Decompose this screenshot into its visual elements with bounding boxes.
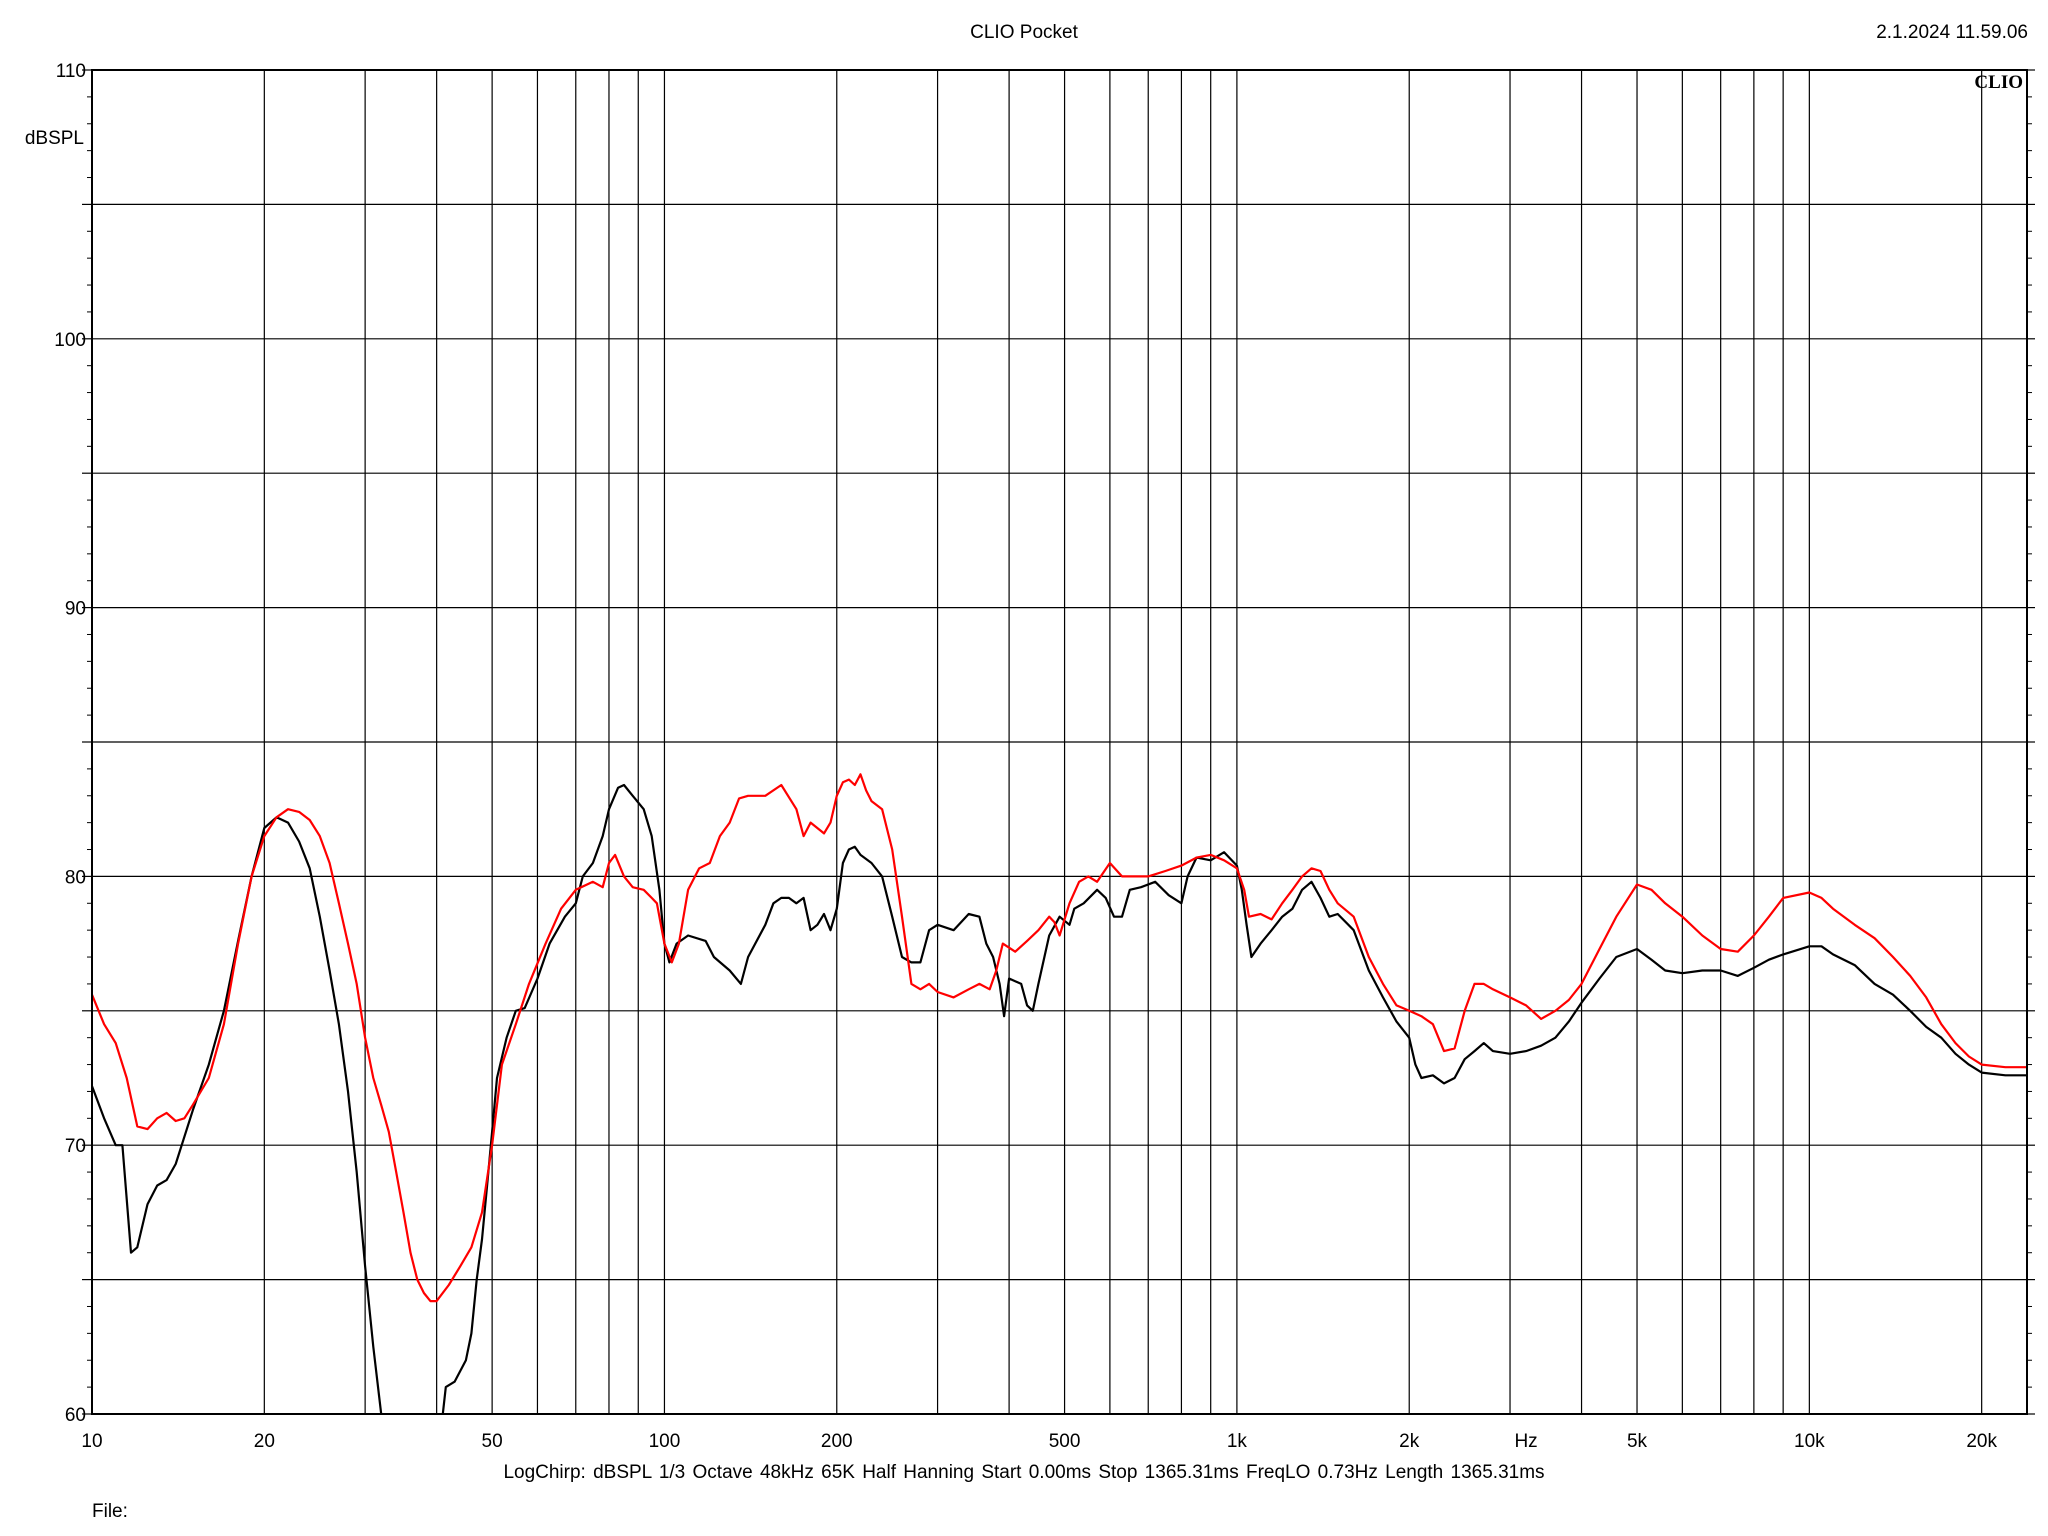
x-tick-label: 50 (482, 1431, 503, 1452)
measurement-timestamp: 2.1.2024 11.59.06 (1876, 22, 2028, 43)
y-tick-label: 100 (54, 330, 86, 351)
y-tick-label: 110 (56, 61, 86, 82)
clio-logo: CLIO (1974, 72, 2023, 93)
y-axis-label: dBSPL (25, 128, 84, 149)
x-tick-label: 10 (81, 1431, 102, 1452)
series-line-1 (90, 783, 2027, 1415)
measurement-settings: LogChirp: dBSPL 1/3 Octave 48kHz 65K Hal… (503, 1462, 1545, 1483)
x-axis-tick-labels: 10 20 50 100 200 500 1k 2k 5k 10k 20k (81, 1431, 1997, 1452)
series-line-2 (90, 773, 2027, 1303)
y-axis-tick-labels: 60 70 80 90 100 110 (54, 61, 86, 1426)
x-tick-label: 20 (254, 1431, 275, 1452)
series-lines (90, 773, 2027, 1415)
file-label: File: (92, 1501, 128, 1522)
y-tick-label: 70 (65, 1136, 86, 1157)
x-tick-label: 200 (821, 1431, 853, 1452)
y-tick-label: 60 (65, 1405, 86, 1426)
x-tick-label: 10k (1794, 1431, 1825, 1452)
x-tick-label: 500 (1049, 1431, 1081, 1452)
y-tick-label: 80 (65, 867, 86, 888)
plot-frame (91, 69, 2028, 1415)
y-tick-label: 90 (65, 599, 86, 620)
x-axis-unit-label: Hz (1514, 1431, 1537, 1452)
x-tick-label: 2k (1399, 1431, 1420, 1452)
x-tick-label: 1k (1227, 1431, 1248, 1452)
chart-title: CLIO Pocket (970, 22, 1078, 43)
major-gridlines (91, 69, 2027, 1415)
x-tick-label: 20k (1966, 1431, 1997, 1452)
x-tick-label: 100 (649, 1431, 681, 1452)
x-tick-label: 5k (1627, 1431, 1648, 1452)
